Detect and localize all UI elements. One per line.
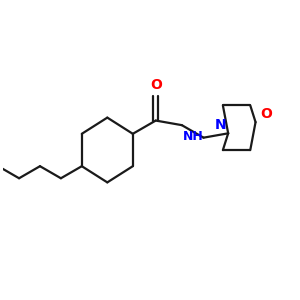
Text: N: N [215, 118, 227, 132]
Text: O: O [260, 107, 272, 121]
Text: O: O [150, 78, 162, 92]
Text: NH: NH [183, 130, 204, 143]
